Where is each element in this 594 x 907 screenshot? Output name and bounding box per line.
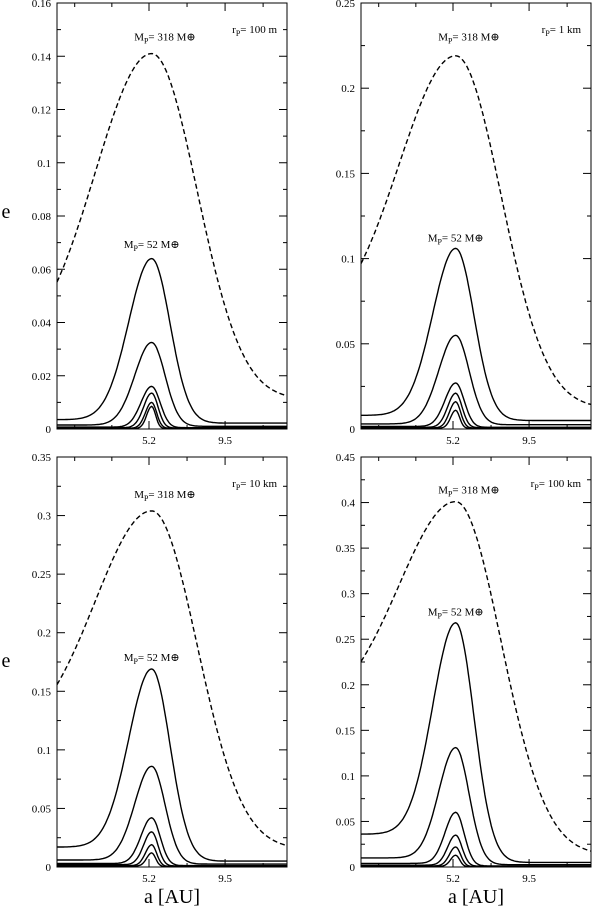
series-line-dashed — [361, 55, 591, 406]
y-tick-label: 0.16 — [32, 0, 52, 10]
series-line-dashed — [361, 500, 591, 852]
annotation-52: MP= 52 M⊕ — [428, 233, 484, 247]
series-group — [361, 55, 591, 429]
panel-label: rP= 100 km — [531, 478, 582, 492]
panel-1: 0 0.02 0.04 0.06 0.08 0.1 0.12 0.14 0.16 5.2 9.5 rP… — [32, 0, 288, 447]
y-tick-label: 0.15 — [32, 686, 52, 698]
annotation-318: MP= 318 M⊕ — [438, 31, 499, 45]
panel-2: 0 0.05 0.1 0.15 0.2 0.25 5.2 9.5 rP= 1 km MP= 318… — [336, 0, 592, 447]
x-tick-label: 5.2 — [142, 873, 156, 885]
x-axis-label-right: a [AU] — [448, 886, 504, 907]
y-tick-label: 0.45 — [336, 452, 356, 464]
annotation-52: MP= 52 M⊕ — [124, 652, 180, 666]
panel-label: rP= 10 km — [232, 478, 277, 492]
annotation-318: MP= 318 M⊕ — [134, 31, 195, 45]
x-axis-label-left: a [AU] — [144, 886, 200, 907]
y-tick-label: 0.25 — [336, 0, 356, 10]
series-line-2 — [361, 247, 591, 422]
y-tick-label: 0.3 — [341, 589, 355, 601]
y-tick-label: 0.35 — [336, 543, 356, 555]
y-tick-label: 0.3 — [37, 511, 51, 523]
panel-3: 0 0.05 0.1 0.15 0.2 0.25 0.3 0.35 5.2 9.5 rP= 10 k… — [32, 452, 288, 885]
x-tick-label: 9.5 — [522, 873, 536, 885]
series-line-2 — [57, 668, 287, 862]
y-tick-label: 0 — [46, 424, 52, 436]
y-tick-label: 0.35 — [32, 452, 52, 464]
plot-frame — [360, 456, 592, 868]
x-tick-label: 5.2 — [142, 435, 156, 447]
annotation-52: MP= 52 M⊕ — [428, 607, 484, 621]
series-line-7 — [361, 409, 591, 429]
series-group — [57, 52, 287, 429]
x-tick-label: 5.2 — [446, 435, 460, 447]
series-line-7 — [57, 852, 287, 867]
series-line-3 — [57, 341, 287, 427]
panel-label: rP= 100 m — [232, 24, 277, 38]
y-tick-label: 0.04 — [32, 318, 52, 330]
y-tick-label: 0.2 — [37, 628, 51, 640]
series-line-3 — [361, 334, 591, 426]
x-tick-label: 9.5 — [218, 435, 232, 447]
y-tick-label: 0.15 — [336, 168, 356, 180]
y-tick-label: 0.08 — [32, 211, 52, 223]
y-tick-label: 0.4 — [341, 498, 355, 510]
y-tick-label: 0.14 — [32, 51, 52, 63]
y-tick-label: 0.2 — [341, 83, 355, 95]
annotation-318: MP= 318 M⊕ — [438, 484, 499, 498]
series-line-dashed — [57, 52, 287, 397]
series-line-2 — [57, 257, 287, 424]
y-tick-label: 0.1 — [341, 254, 355, 266]
y-tick-label: 0.25 — [32, 569, 52, 581]
y-tick-label: 0.05 — [336, 816, 356, 828]
y-tick-label: 0.15 — [336, 725, 356, 737]
annotation-318: MP= 318 M⊕ — [134, 489, 195, 503]
panel-label: rP= 1 km — [542, 24, 582, 38]
plot-frame — [360, 2, 592, 430]
series-line-2 — [361, 622, 591, 864]
y-tick-label: 0.1 — [341, 771, 355, 783]
series-line-3 — [361, 746, 591, 866]
y-tick-label: 0.1 — [37, 158, 51, 170]
y-tick-label: 0.06 — [32, 264, 52, 276]
series-line-3 — [57, 765, 287, 865]
y-axis-label-bottom: e — [2, 650, 11, 672]
y-tick-label: 0.12 — [32, 105, 51, 117]
x-tick-label: 5.2 — [446, 873, 460, 885]
y-tick-label: 0.05 — [32, 803, 52, 815]
y-tick-label: 0.2 — [341, 680, 355, 692]
y-tick-label: 0 — [350, 424, 356, 436]
x-tick-label: 9.5 — [522, 435, 536, 447]
series-group — [57, 510, 287, 867]
y-tick-label: 0 — [350, 862, 356, 874]
series-line-dashed — [57, 510, 287, 847]
annotation-52: MP= 52 M⊕ — [124, 239, 180, 253]
series-line-4 — [57, 385, 287, 429]
series-line-7 — [57, 405, 287, 429]
y-tick-label: 0.1 — [37, 745, 51, 757]
series-line-5 — [361, 834, 591, 867]
series-group — [361, 500, 591, 867]
plot-frame — [56, 2, 288, 430]
y-tick-label: 0 — [46, 862, 52, 874]
series-line-7 — [361, 854, 591, 867]
y-axis-label-top: e — [2, 201, 11, 223]
y-tick-label: 0.02 — [32, 371, 51, 383]
y-tick-label: 0.25 — [336, 634, 356, 646]
y-tick-label: 0.05 — [336, 339, 356, 351]
panel-4: 0 0.05 0.1 0.15 0.2 0.25 0.3 0.35 0.4 0.45 5.2 9.5 r… — [336, 452, 592, 885]
x-tick-label: 9.5 — [218, 873, 232, 885]
